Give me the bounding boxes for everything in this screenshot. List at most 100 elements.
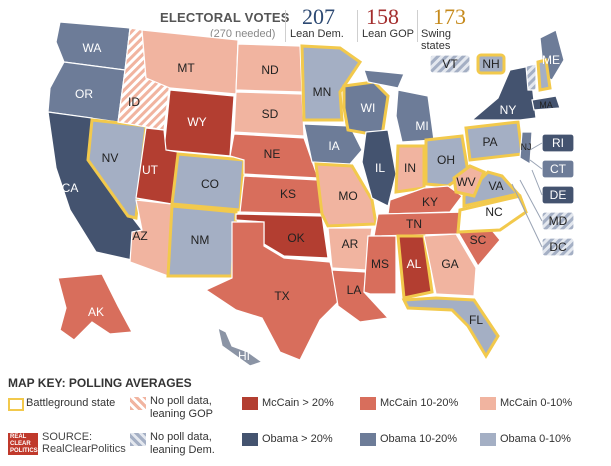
state-mn[interactable] xyxy=(300,44,363,122)
label-wy: WY xyxy=(187,115,206,129)
label-ut: UT xyxy=(142,163,159,177)
label-nh: NH xyxy=(482,57,499,71)
label-nm: NM xyxy=(191,233,210,247)
label-ma: MA xyxy=(539,100,553,110)
label-pa: PA xyxy=(482,135,497,149)
state-mi[interactable] xyxy=(363,69,435,143)
map-key-title: MAP KEY: POLLING AVERAGES xyxy=(8,376,192,390)
callout-nh[interactable] xyxy=(476,53,506,75)
state-ak[interactable] xyxy=(57,273,133,341)
label-ks: KS xyxy=(280,187,296,201)
source-label: SOURCE: xyxy=(42,431,93,443)
label-ri: RI xyxy=(552,136,564,150)
dem-count: 207 xyxy=(302,4,335,29)
state-ia[interactable] xyxy=(303,123,363,165)
electoral-votes-header: ELECTORAL VOTES (270 needed) 207 Lean De… xyxy=(160,4,480,53)
label-ms: MS xyxy=(371,257,389,271)
label-de: DE xyxy=(550,188,567,202)
header-divider xyxy=(285,10,286,42)
state-wv[interactable] xyxy=(452,164,486,198)
label-oh: OH xyxy=(437,153,455,167)
label-mi: MI xyxy=(415,119,428,133)
swing-count: 173 xyxy=(433,4,466,29)
label-sd: SD xyxy=(262,107,279,121)
label-sc: SC xyxy=(470,233,487,247)
state-ma[interactable] xyxy=(531,95,561,111)
label-tx: TX xyxy=(274,289,289,303)
gop-label: Lean GOP xyxy=(362,28,414,40)
state-ga[interactable] xyxy=(423,233,477,297)
label-mn: MN xyxy=(313,85,332,99)
label-nc: NC xyxy=(485,205,503,219)
state-ms[interactable] xyxy=(363,235,397,295)
map-key: MAP KEY: POLLING AVERAGES Battleground s… xyxy=(0,372,611,466)
label-id: ID xyxy=(128,95,140,109)
swatch-battleground xyxy=(8,398,24,411)
label-ar: AR xyxy=(342,237,359,251)
label-va: VA xyxy=(488,179,503,193)
state-tx[interactable] xyxy=(204,221,341,361)
state-ut[interactable] xyxy=(135,127,179,205)
header-divider xyxy=(357,10,358,42)
label-tn: TN xyxy=(406,217,422,231)
label-ny: NY xyxy=(500,103,517,117)
label-nv: NV xyxy=(102,151,119,165)
label-md: MD xyxy=(549,214,568,228)
label-la: LA xyxy=(347,283,362,297)
label-vt: VT xyxy=(442,57,458,71)
swatch-mccain-10 xyxy=(360,397,376,410)
swatch-no-poll-dem xyxy=(130,433,146,446)
key-mccain-20: McCain > 20% xyxy=(262,397,334,409)
callout-vt[interactable] xyxy=(429,54,471,74)
state-tn[interactable] xyxy=(373,211,469,237)
label-ak: AK xyxy=(88,305,104,319)
state-vt-map[interactable] xyxy=(525,63,537,91)
swatch-obama-20 xyxy=(242,433,258,446)
label-al: AL xyxy=(407,257,422,271)
state-va[interactable] xyxy=(462,170,521,208)
state-mt[interactable] xyxy=(141,29,239,95)
state-il[interactable] xyxy=(361,129,397,207)
swing-label: Swing states xyxy=(421,28,451,52)
label-ia: IA xyxy=(328,139,339,153)
label-hi: HI xyxy=(238,349,250,363)
realclearpolitics-logo: REAL CLEAR POLITICS xyxy=(8,433,38,455)
label-wi: WI xyxy=(361,101,376,115)
header-subtitle: (270 needed) xyxy=(210,28,276,40)
source-name: RealClearPolitics xyxy=(42,443,126,455)
label-nd: ND xyxy=(261,63,279,77)
label-ky: KY xyxy=(422,195,438,209)
state-fl[interactable] xyxy=(401,296,500,359)
state-ne[interactable] xyxy=(229,133,319,179)
source-credit: SOURCE: RealClearPolitics xyxy=(42,431,126,455)
label-or: OR xyxy=(75,87,93,101)
label-wv: WV xyxy=(456,175,475,189)
key-mccain-10: McCain 10-20% xyxy=(380,397,459,409)
gop-count: 158 xyxy=(366,4,399,29)
label-ct: CT xyxy=(550,162,567,176)
state-ok[interactable] xyxy=(235,213,329,259)
key-battleground: Battleground state xyxy=(26,397,116,409)
key-mccain-0: McCain 0-10% xyxy=(500,397,573,409)
swatch-mccain-0 xyxy=(480,397,496,410)
label-ok: OK xyxy=(287,231,304,245)
label-me: ME xyxy=(542,53,560,67)
state-hi[interactable] xyxy=(217,326,264,367)
logo-text: REAL CLEAR POLITICS xyxy=(10,434,38,454)
state-nc[interactable] xyxy=(456,194,528,234)
swatch-mccain-20 xyxy=(242,397,258,410)
state-nj[interactable] xyxy=(519,131,533,166)
dem-label: Lean Dem. xyxy=(290,28,344,40)
label-az: AZ xyxy=(132,229,147,243)
label-co: CO xyxy=(201,177,219,191)
state-nh-map[interactable] xyxy=(536,58,552,92)
state-sd[interactable] xyxy=(233,91,305,137)
label-mo: MO xyxy=(338,189,357,203)
label-ga: GA xyxy=(441,257,458,271)
swatch-obama-10 xyxy=(360,433,376,446)
key-obama-10: Obama 10-20% xyxy=(380,433,458,445)
callout-connector xyxy=(511,142,543,248)
label-ca: CA xyxy=(62,181,79,195)
state-al[interactable] xyxy=(396,234,434,300)
label-fl: FL xyxy=(469,313,483,327)
